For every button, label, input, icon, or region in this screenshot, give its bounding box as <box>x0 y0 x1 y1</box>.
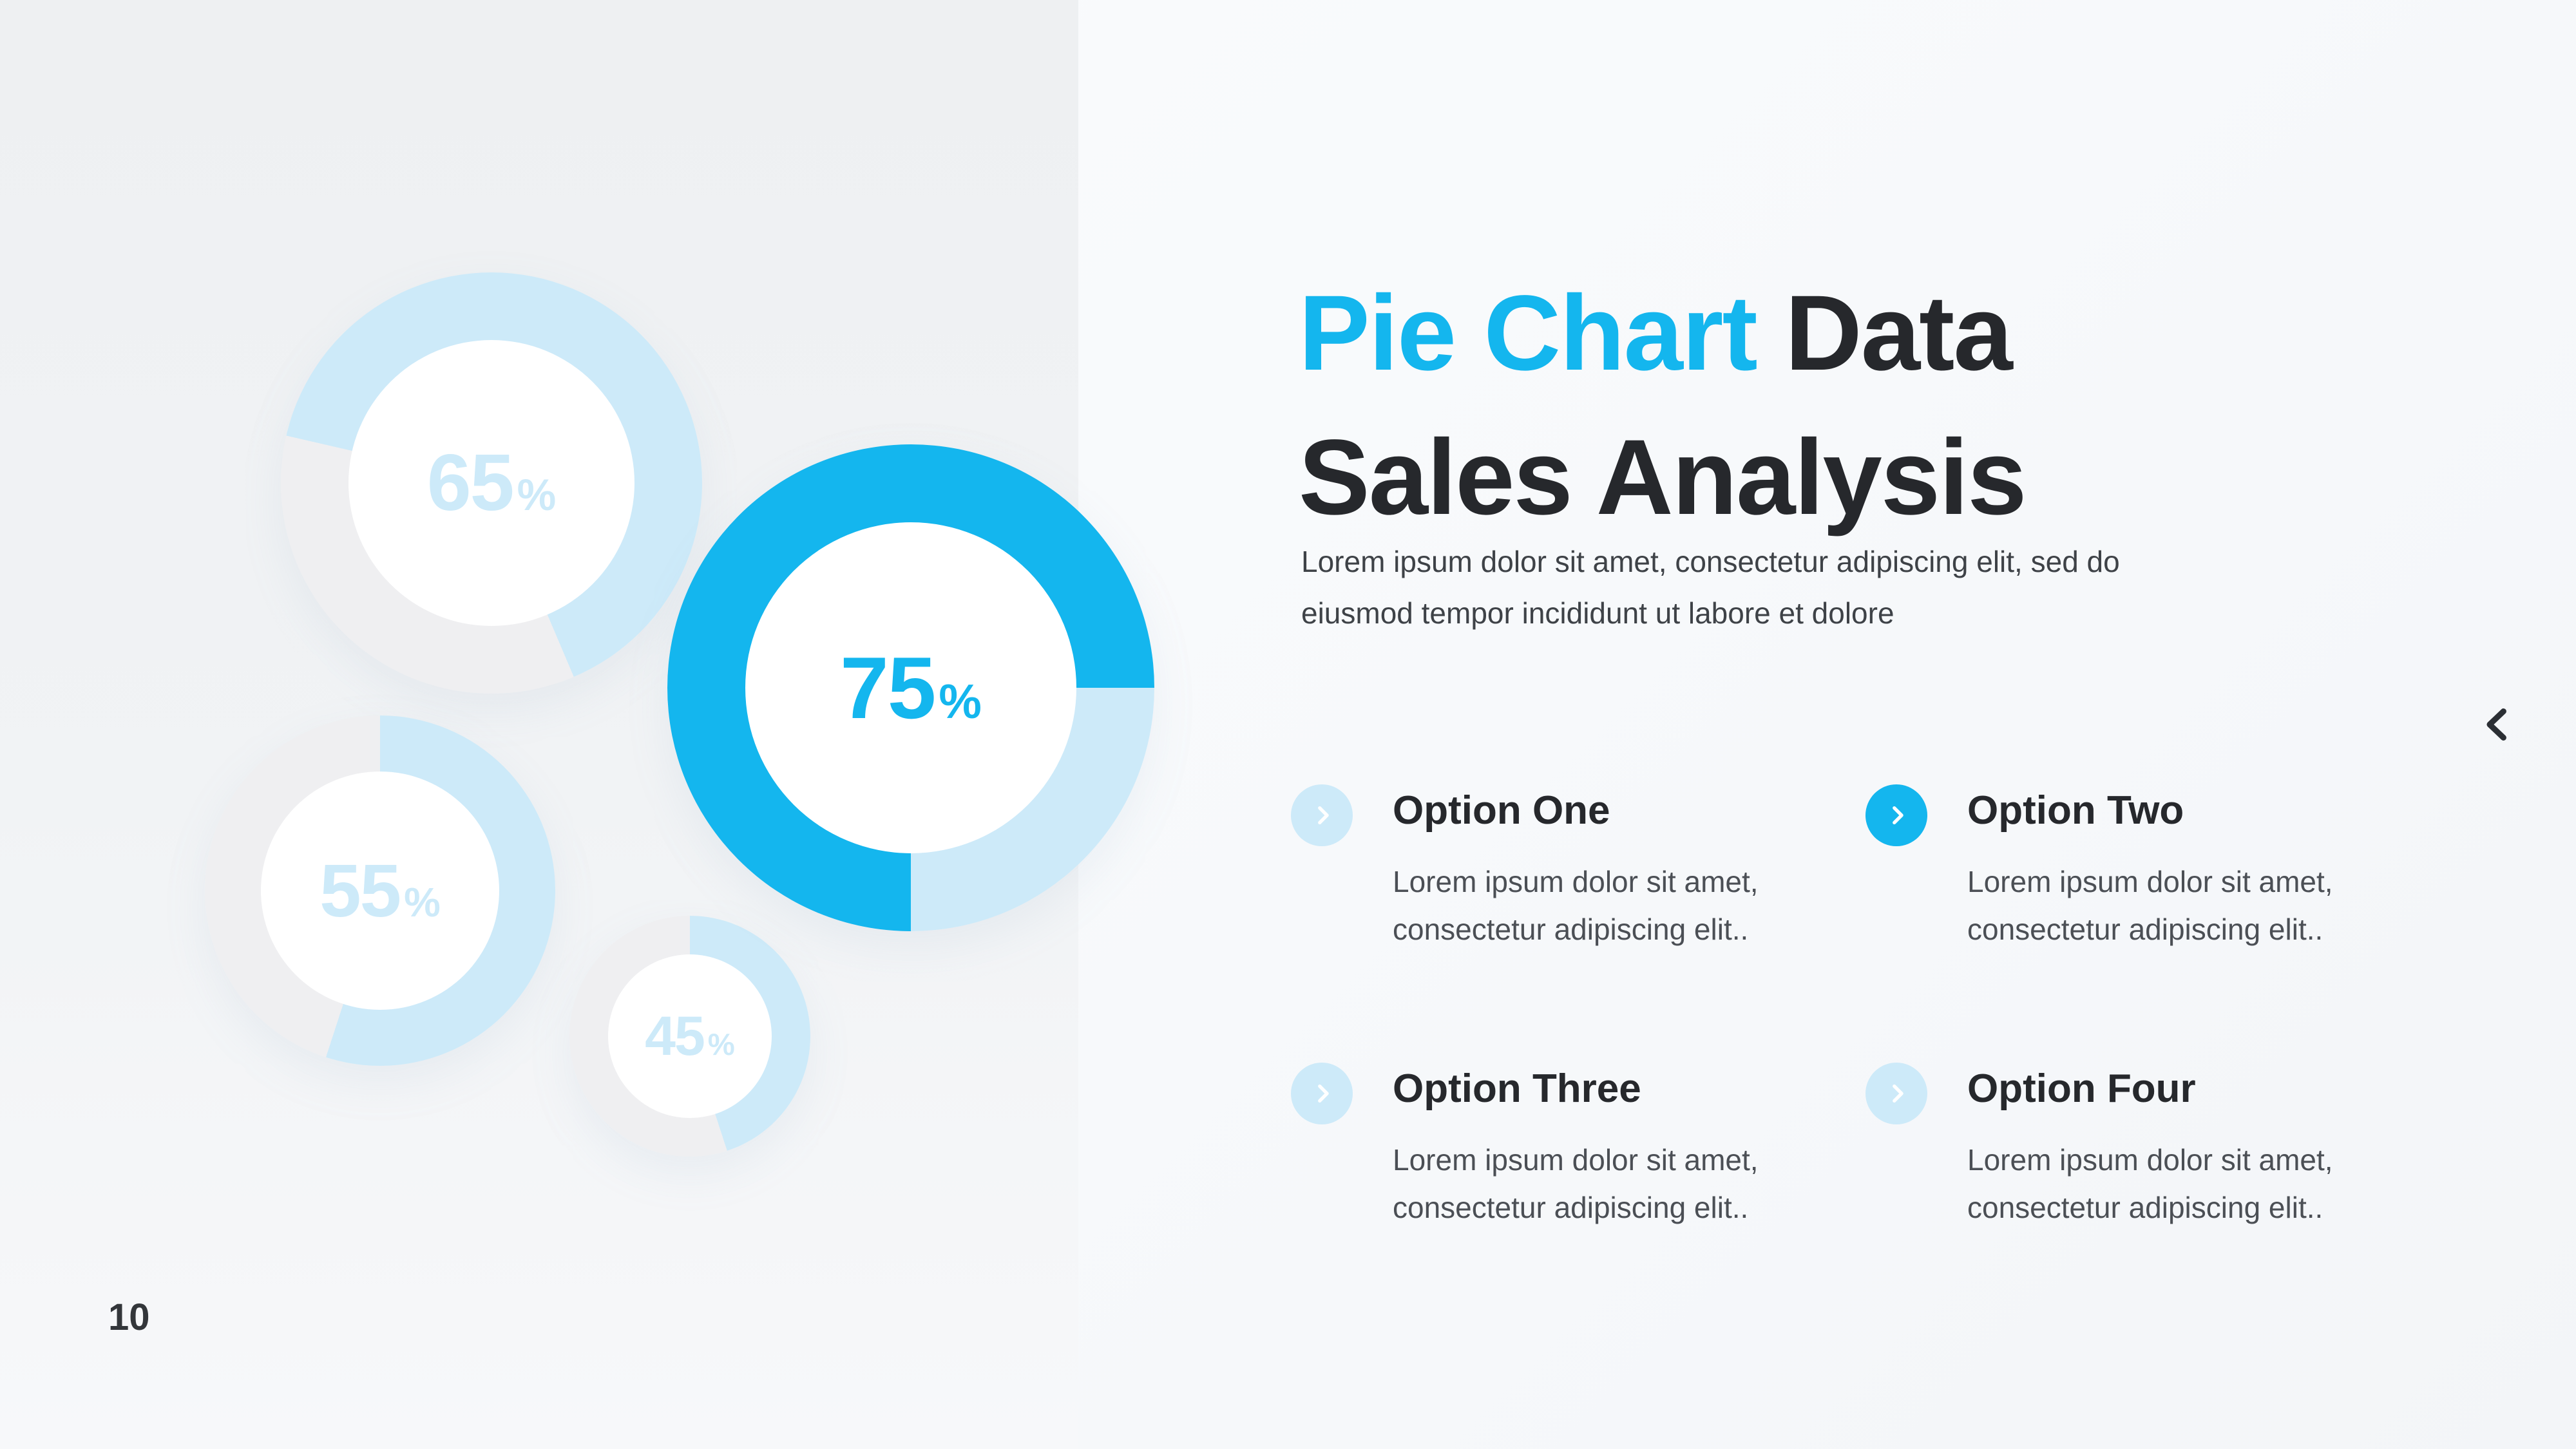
percent-sign: % <box>707 1027 735 1062</box>
donut-value-label: 55 % <box>320 848 441 934</box>
option-text-block: Option Four Lorem ipsum dolor sit amet, … <box>1967 1059 2373 1231</box>
percent-sign: % <box>517 471 557 520</box>
donut-hole: 65 % <box>348 339 635 627</box>
donut-value-label: 75 % <box>840 638 982 738</box>
percent-sign: % <box>939 674 982 728</box>
percent-sign: % <box>404 879 441 925</box>
page-title: Pie Chart Data Sales Analysis <box>1299 261 2458 550</box>
chevron-left-icon <box>2486 708 2506 741</box>
page-number: 10 <box>108 1296 150 1338</box>
donut-value-label: 65 % <box>427 437 557 529</box>
donut-chart-55: 55 % <box>205 715 555 1066</box>
chevron-right-icon[interactable] <box>1865 1063 1927 1124</box>
title-rest: Data <box>1756 274 2013 393</box>
option-description: Lorem ipsum dolor sit amet, consectetur … <box>1393 1143 1759 1224</box>
chevron-right-icon[interactable] <box>1291 784 1353 846</box>
option-two-item[interactable]: Option Two Lorem ipsum dolor sit amet, c… <box>1865 781 2373 953</box>
donut-value: 75 <box>840 638 936 737</box>
option-one-item[interactable]: Option One Lorem ipsum dolor sit amet, c… <box>1291 781 1798 953</box>
option-text-block: Option Three Lorem ipsum dolor sit amet,… <box>1393 1059 1798 1231</box>
option-title: Option Four <box>1967 1066 2196 1111</box>
donut-value: 45 <box>645 1005 705 1067</box>
title-line2: Sales Analysis <box>1299 418 2027 538</box>
option-title: Option Two <box>1967 788 2184 833</box>
previous-slide-button[interactable] <box>2468 696 2526 753</box>
donut-value-label: 45 % <box>645 1005 735 1068</box>
donut-chart-65: 65 % <box>281 272 702 694</box>
chevron-right-icon[interactable] <box>1865 784 1927 846</box>
option-title: Option One <box>1393 788 1610 833</box>
title-highlight: Pie Chart <box>1299 274 1758 393</box>
option-text-block: Option One Lorem ipsum dolor sit amet, c… <box>1393 781 1798 953</box>
option-text-block: Option Two Lorem ipsum dolor sit amet, c… <box>1967 781 2373 953</box>
donut-hole: 75 % <box>745 522 1077 854</box>
option-description: Lorem ipsum dolor sit amet, consectetur … <box>1967 865 2333 946</box>
option-description: Lorem ipsum dolor sit amet, consectetur … <box>1393 865 1759 946</box>
option-description: Lorem ipsum dolor sit amet, consectetur … <box>1967 1143 2333 1224</box>
donut-hole: 55 % <box>261 772 499 1010</box>
subtitle-text: Lorem ipsum dolor sit amet, consectetur … <box>1301 545 2120 630</box>
chevron-right-icon[interactable] <box>1291 1063 1353 1124</box>
option-three-item[interactable]: Option Three Lorem ipsum dolor sit amet,… <box>1291 1059 1798 1231</box>
donut-chart-75: 75 % <box>667 444 1154 931</box>
option-title: Option Three <box>1393 1066 1641 1111</box>
donut-value: 55 <box>320 849 401 933</box>
donut-hole: 45 % <box>607 954 772 1119</box>
option-four-item[interactable]: Option Four Lorem ipsum dolor sit amet, … <box>1865 1059 2373 1231</box>
donut-chart-45: 45 % <box>569 916 810 1157</box>
donut-value: 65 <box>426 439 515 527</box>
